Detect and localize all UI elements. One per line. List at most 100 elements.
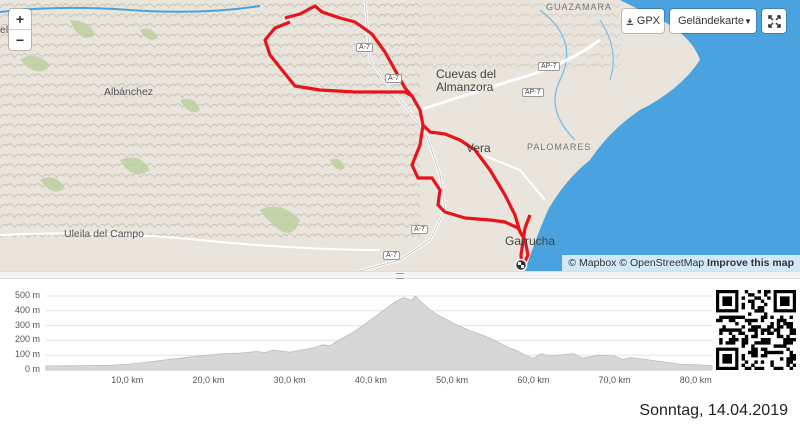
qr-module <box>786 360 790 364</box>
qr-module <box>783 318 787 323</box>
improve-map-link[interactable]: Improve this map <box>707 257 794 269</box>
qr-module <box>751 350 755 355</box>
qr-module <box>754 347 758 351</box>
qr-module <box>789 322 793 326</box>
qr-module <box>786 347 790 351</box>
caret-down-icon: ▼ <box>744 16 752 26</box>
fullscreen-button[interactable] <box>762 9 786 33</box>
qr-module <box>732 338 736 342</box>
qr-module <box>773 344 777 348</box>
qr-module <box>776 322 781 326</box>
qr-module <box>770 363 774 367</box>
qr-code <box>716 290 797 371</box>
y-tick-label: 500 m <box>14 290 40 300</box>
qr-module <box>744 334 749 339</box>
highway-shield: A-7 <box>356 43 373 52</box>
qr-module <box>770 350 774 355</box>
qr-module <box>767 290 771 294</box>
mapbox-link[interactable]: © Mapbox <box>568 257 617 269</box>
qr-module <box>738 328 742 332</box>
qr-module <box>764 328 768 332</box>
qr-module <box>741 315 745 319</box>
qr-module <box>754 350 758 355</box>
qr-module <box>780 344 784 348</box>
qr-module <box>748 322 752 326</box>
qr-module <box>764 350 768 355</box>
qr-module <box>744 341 749 345</box>
qr-module <box>754 309 758 313</box>
qr-module <box>764 347 768 351</box>
qr-module <box>732 341 736 345</box>
qr-module <box>754 354 758 358</box>
map-attribution: © Mapbox © OpenStreetMap Improve this ma… <box>562 255 800 271</box>
qr-module <box>751 299 755 303</box>
map-layer-select[interactable]: Geländekarte ▼ <box>670 9 756 33</box>
qr-module <box>728 328 733 332</box>
map-view[interactable]: + − GPX Geländekarte ▼ GUAZAMARA el Cuev… <box>0 0 800 271</box>
qr-module <box>757 290 761 294</box>
osm-link[interactable]: © OpenStreetMap <box>619 257 705 269</box>
qr-module <box>773 328 777 332</box>
qr-module <box>792 338 797 342</box>
zoom-out-button[interactable]: − <box>9 29 31 50</box>
qr-module <box>767 325 771 329</box>
qr-module <box>719 328 723 332</box>
qr-module <box>716 318 720 323</box>
qr-module <box>744 318 749 323</box>
gpx-label: GPX <box>636 15 660 27</box>
qr-module <box>789 360 793 364</box>
qr-module <box>789 341 793 345</box>
qr-module <box>760 338 765 342</box>
expand-icon <box>767 14 781 28</box>
elevation-profile[interactable]: 500 m 400 m 300 m 200 m 100 m 0 m 10,0 km 20,0… <box>0 280 800 390</box>
qr-module <box>741 302 745 307</box>
qr-module <box>767 296 771 300</box>
qr-module <box>789 331 793 335</box>
place-el: el <box>0 24 9 36</box>
grip-icon <box>396 273 404 279</box>
qr-module <box>767 341 771 345</box>
qr-module <box>770 360 774 364</box>
qr-module <box>776 318 781 323</box>
qr-module <box>728 341 733 345</box>
gpx-download-button[interactable]: GPX <box>622 9 664 33</box>
qr-module <box>725 315 729 319</box>
qr-module <box>789 354 793 358</box>
download-icon <box>626 17 634 25</box>
resize-handle[interactable] <box>0 271 800 279</box>
qr-module <box>722 315 726 319</box>
qr-module <box>735 328 739 332</box>
qr-module <box>754 325 758 329</box>
qr-module <box>770 325 774 329</box>
qr-module <box>786 363 790 367</box>
zoom-in-button[interactable]: + <box>15 11 25 27</box>
qr-module <box>773 350 777 355</box>
qr-module <box>735 322 739 326</box>
qr-module <box>751 363 755 367</box>
place-cuevas-2: Almanzora <box>436 80 494 94</box>
qr-module <box>789 328 793 332</box>
qr-module <box>748 328 752 332</box>
qr-module <box>789 315 793 319</box>
qr-module <box>783 341 787 345</box>
qr-module <box>744 366 749 371</box>
qr-module <box>776 331 781 335</box>
qr-module <box>786 325 790 329</box>
qr-module <box>744 290 749 294</box>
x-tick-label: 60,0 km <box>517 375 550 385</box>
x-tick-label: 40,0 km <box>354 375 387 385</box>
qr-finder <box>780 296 790 306</box>
qr-module <box>764 312 768 316</box>
qr-module <box>773 366 777 371</box>
qr-module <box>780 350 784 355</box>
qr-module <box>719 338 723 342</box>
qr-module <box>751 354 755 358</box>
qr-module <box>786 357 790 361</box>
y-tick-label: 400 m <box>14 304 40 315</box>
elevation-chart <box>45 295 713 371</box>
place-vera: Vera <box>466 141 491 155</box>
qr-module <box>732 318 736 323</box>
qr-module <box>751 293 755 297</box>
qr-module <box>757 325 761 329</box>
qr-module <box>741 354 745 358</box>
